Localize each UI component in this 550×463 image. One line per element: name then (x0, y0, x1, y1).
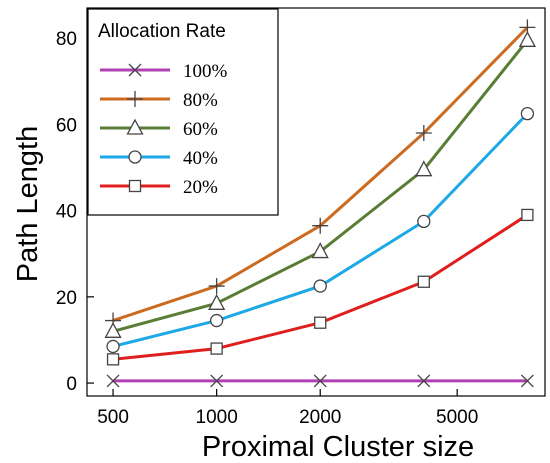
legend-marker (128, 63, 142, 77)
legend-label: 40% (183, 148, 218, 169)
legend-marker (126, 118, 144, 135)
data-point (313, 279, 327, 293)
legend-marker (127, 91, 143, 107)
legend-item: 80% (100, 90, 218, 111)
legend-items: 100% 80% 60% 40% 20% (100, 61, 228, 198)
data-point (521, 208, 534, 222)
data-point (312, 217, 329, 234)
series-100% (106, 374, 534, 388)
y-tick-label: 80 (56, 29, 77, 50)
legend: Allocation Rate 100% 80% 60% 40% 20% (87, 8, 279, 216)
data-point (311, 242, 329, 259)
data-point (314, 316, 327, 329)
data-point (210, 374, 224, 388)
x-tick-label: 2000 (299, 407, 341, 428)
data-point (106, 374, 120, 388)
data-point (520, 374, 534, 388)
legend-item: 60% (100, 118, 218, 140)
data-point (417, 275, 430, 288)
data-point (208, 278, 225, 295)
data-point (106, 353, 120, 366)
series-60% (104, 30, 536, 338)
data-point (208, 293, 226, 310)
y-axis-title: Path Length (12, 126, 44, 282)
legend-title: Allocation Rate (98, 21, 226, 42)
legend-label: 20% (183, 177, 218, 198)
x-tick-label: 5000 (436, 407, 478, 428)
legend-label: 60% (183, 119, 218, 140)
y-tick-label: 0 (66, 374, 77, 395)
y-tick-label: 20 (56, 288, 77, 309)
data-point (106, 339, 120, 354)
y-tick-label: 40 (56, 202, 77, 223)
legend-marker (128, 150, 142, 164)
x-axis-title: Proximal Cluster size (202, 431, 474, 463)
data-point (209, 313, 224, 328)
legend-label: 80% (183, 90, 218, 111)
series-layer (104, 19, 536, 388)
legend-box (87, 8, 279, 216)
legend-marker (128, 179, 142, 193)
data-point (313, 374, 327, 388)
data-point (417, 214, 431, 229)
data-point (415, 125, 432, 142)
x-tick-label: 1000 (196, 407, 238, 428)
data-point (104, 321, 122, 338)
legend-item: 100% (100, 61, 228, 82)
data-point (210, 342, 223, 355)
data-point (415, 160, 433, 177)
data-point (518, 30, 536, 47)
x-tick-label: 500 (97, 407, 129, 428)
series-20% (106, 208, 534, 366)
data-point (417, 374, 431, 388)
series-40% (106, 106, 535, 354)
axis-ticks: 0 20 40 60 80 500 1000 2000 5000 (56, 29, 478, 428)
plot-frame (86, 7, 546, 397)
legend-item: 20% (100, 177, 218, 198)
data-point (520, 106, 535, 121)
legend-label: 100% (183, 61, 228, 82)
y-tick-label: 60 (56, 115, 77, 136)
legend-item: 40% (100, 148, 218, 169)
